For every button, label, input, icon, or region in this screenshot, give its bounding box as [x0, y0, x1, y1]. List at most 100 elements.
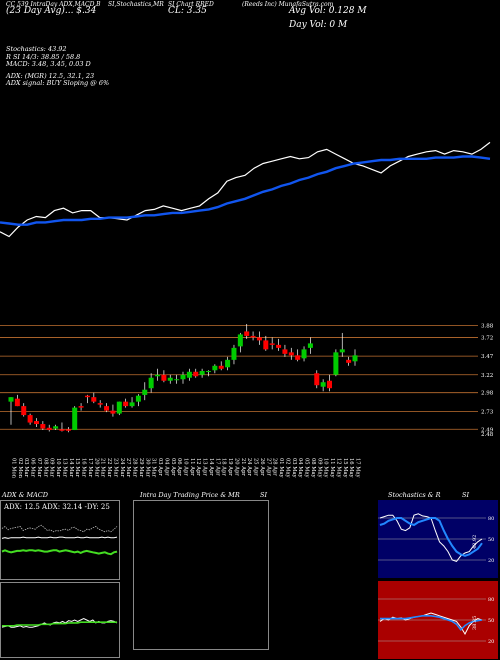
candles	[8, 323, 358, 433]
header-seg-3: (Reeds Inc) MunafaSutra.com	[242, 1, 334, 8]
candle-body	[123, 401, 129, 407]
date-label: 15 Mar	[74, 458, 80, 478]
candle	[225, 356, 231, 371]
date-label: 24 Apr	[246, 458, 252, 476]
candle-body	[14, 398, 20, 407]
date-label: 14 Mar	[68, 458, 74, 478]
adx-layer-series-2	[1, 524, 118, 533]
candle	[199, 368, 205, 378]
candle	[250, 331, 256, 341]
candle	[256, 331, 262, 345]
date-label: 17 Apr	[214, 458, 220, 476]
candle-body	[155, 374, 161, 377]
date-axis: 01 Mon 02 Mon 03 Mar 06 Mar 07 Mar 08 Mar 09 M…	[11, 458, 361, 479]
candle-body	[218, 365, 224, 369]
candle-body	[84, 395, 90, 398]
date-label: 19 Apr	[227, 458, 233, 476]
candle-body	[276, 344, 282, 348]
close-line: CL: 3.35	[168, 6, 207, 16]
date-label: 25 Apr	[253, 458, 259, 476]
date-label: 23 Mar	[112, 458, 118, 478]
candle-body	[237, 334, 243, 347]
date-label: 28 Apr	[272, 458, 278, 476]
header-seg-0: CC 539 IntraDay ADX,MACD,B	[6, 1, 101, 8]
candle	[110, 404, 116, 417]
main-chart: 3.883.723.473.222.982.732.492.48 01 Mon 0…	[0, 141, 494, 479]
candle	[155, 368, 161, 381]
candle	[84, 394, 90, 404]
date-label: 17 Mar	[87, 458, 93, 478]
date-label: 12 Apr	[195, 458, 201, 476]
candle-body	[91, 397, 97, 402]
date-label: 10 Mar	[55, 458, 61, 478]
adx-panel-title: ADX & MACD	[2, 491, 48, 499]
day-vol: Day Vol: 0 M	[289, 20, 348, 30]
candle-body	[186, 371, 192, 378]
adx-layer-series-0	[1, 549, 118, 556]
candle	[237, 332, 243, 353]
candle-body	[346, 359, 352, 363]
candle	[282, 344, 288, 357]
rsi-panel: 80 50 20 38.85	[378, 581, 498, 659]
level-label: 3.88	[481, 324, 494, 330]
candle	[142, 382, 148, 401]
date-label: 14 Apr	[208, 458, 214, 476]
date-label: 08 Mar	[42, 458, 48, 478]
candle-body	[282, 349, 288, 354]
candle	[327, 374, 333, 392]
candle	[46, 424, 52, 432]
candle	[205, 370, 211, 377]
candle	[78, 403, 84, 411]
date-label: 15 May	[342, 458, 348, 478]
date-label: 26 Apr	[259, 458, 265, 476]
date-label: 06 Mar	[30, 458, 36, 478]
candle-body	[180, 374, 186, 380]
candle	[33, 418, 39, 428]
candle	[244, 323, 250, 339]
date-label: 10 Apr	[183, 458, 189, 476]
osc-tick: 20	[488, 639, 494, 645]
date-label: 21 Apr	[240, 458, 246, 476]
date-label: 18 Apr	[221, 458, 227, 476]
candle-body	[174, 379, 180, 381]
candle	[40, 421, 46, 431]
candle-body	[327, 380, 333, 389]
level-label: 2.49	[481, 427, 494, 433]
candle	[53, 424, 59, 431]
date-label: 03 Mar	[23, 458, 29, 478]
candle-body	[8, 397, 14, 402]
candle	[212, 364, 218, 374]
candle-body	[244, 331, 250, 336]
trend-series-0	[0, 141, 491, 238]
candle-body	[352, 355, 358, 362]
candle-body	[53, 426, 59, 429]
candle	[333, 349, 339, 377]
candle-body	[263, 340, 269, 350]
trend-lines	[0, 141, 491, 238]
date-label: 13 Mar	[61, 458, 67, 478]
candle-body	[250, 335, 256, 338]
date-label: 27 Mar	[125, 458, 131, 478]
date-label: 22 Mar	[106, 458, 112, 478]
candle	[91, 392, 97, 404]
candle-body	[78, 406, 84, 408]
info-stochastics: Stochastics: 43.92	[6, 45, 67, 53]
adx-panel-frame	[0, 500, 120, 580]
intraday-panel-title: Intra Day Trading Price & MR	[140, 491, 240, 499]
candle-body	[104, 406, 110, 411]
date-label: 04 May	[297, 458, 303, 478]
candle-body	[40, 424, 46, 429]
candle	[72, 406, 78, 431]
candle-body	[21, 406, 27, 416]
level-label: 2.73	[481, 409, 494, 415]
date-label: 24 Mar	[119, 458, 125, 478]
header-seg-2: SI Chart RRED	[168, 1, 214, 8]
candle	[346, 356, 352, 366]
candle-body	[65, 429, 71, 431]
date-line: (23 Day Avg)... $.34	[6, 6, 97, 16]
candle-body	[307, 343, 313, 348]
avg-vol: Avg Vol: 0.128 M	[289, 6, 367, 16]
candle-body	[129, 402, 135, 407]
candle	[65, 427, 71, 433]
date-label: 04 Apr	[163, 458, 169, 476]
